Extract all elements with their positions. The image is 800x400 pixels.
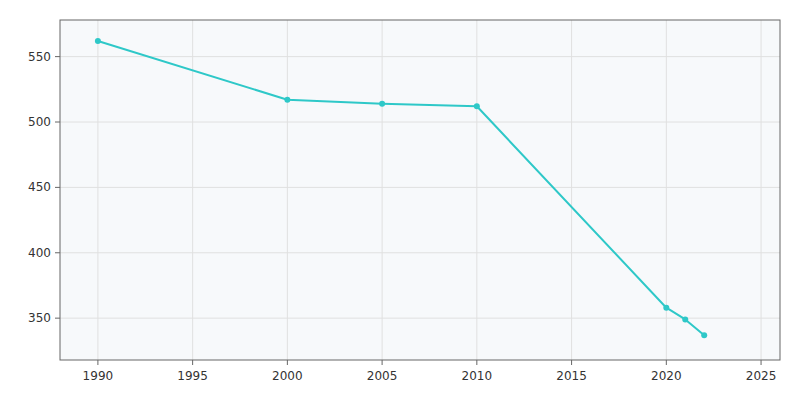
y-tick [55, 122, 60, 123]
y-tick-label: 450 [28, 180, 51, 194]
x-grid-line [476, 20, 477, 360]
x-grid-line [287, 20, 288, 360]
x-grid-line [761, 20, 762, 360]
x-tick-label: 1995 [177, 369, 208, 383]
x-tick-label: 2000 [272, 369, 303, 383]
chart-svg: 1990 1995 2000 2005 2010 2015 2020 2025 350 400 45… [0, 0, 800, 400]
x-grid-line [97, 20, 98, 360]
x-tick [287, 360, 288, 365]
y-tick-label: 400 [28, 246, 51, 260]
x-tick-label: 2020 [651, 369, 682, 383]
y-tick [55, 56, 60, 57]
x-grid-line [382, 20, 383, 360]
y-grid-line [60, 56, 780, 57]
x-tick-label: 1990 [83, 369, 114, 383]
y-tick-label: 550 [28, 50, 51, 64]
point [682, 316, 688, 322]
x-tick-label: 2005 [367, 369, 398, 383]
line [98, 41, 704, 335]
y-grid-line [60, 187, 780, 188]
series [95, 38, 707, 338]
x-tick [666, 360, 667, 365]
x-tick-label: 2010 [462, 369, 493, 383]
point [379, 101, 385, 107]
axes: 1990 1995 2000 2005 2010 2015 2020 2025 350 400 45… [28, 50, 776, 383]
x-tick-label: 2015 [556, 369, 587, 383]
x-tick [476, 360, 477, 365]
y-tick [55, 252, 60, 253]
y-grid-line [60, 122, 780, 123]
x-tick [382, 360, 383, 365]
x-tick-label: 2025 [746, 369, 777, 383]
x-tick [192, 360, 193, 365]
y-tick-label: 500 [28, 115, 51, 129]
point [663, 305, 669, 311]
y-tick [55, 187, 60, 188]
point [95, 38, 101, 44]
y-grid-line [60, 252, 780, 253]
x-tick [761, 360, 762, 365]
plot-background [60, 20, 780, 360]
y-tick-label: 350 [28, 311, 51, 325]
point [284, 97, 290, 103]
y-tick [55, 318, 60, 319]
x-grid-line [571, 20, 572, 360]
point [701, 332, 707, 338]
grid [60, 20, 780, 360]
x-tick [571, 360, 572, 365]
chart-container: 1990 1995 2000 2005 2010 2015 2020 2025 350 400 45… [0, 0, 800, 400]
point [474, 103, 480, 109]
x-tick [97, 360, 98, 365]
plot-frame [60, 20, 780, 360]
y-grid-line [60, 318, 780, 319]
